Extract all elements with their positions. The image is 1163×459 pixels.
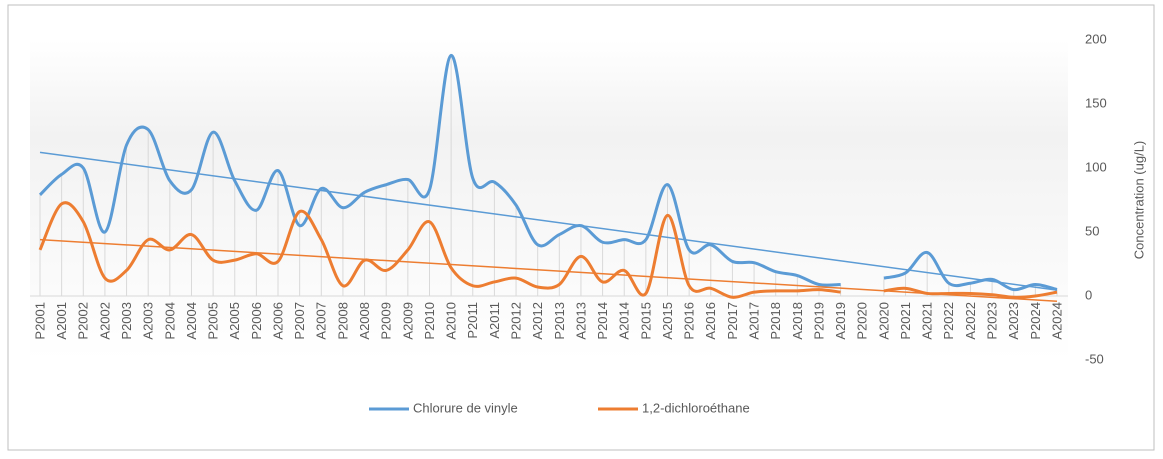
trend-line: [39, 238, 1058, 303]
x-tick-label: A2018: [790, 302, 805, 340]
trend-line: [39, 151, 1058, 291]
x-tick-label: P2023: [985, 302, 1000, 340]
x-tick-label: P2016: [682, 302, 697, 340]
x-tick-label: A2021: [920, 302, 935, 340]
x-tick-label: A2013: [573, 302, 588, 340]
y-tick-label: 0: [1085, 287, 1092, 302]
y-axis-label: Concentration (ug/L): [1131, 141, 1146, 260]
x-tick-label: P2012: [508, 302, 523, 340]
x-tick-label: P2024: [1028, 302, 1043, 340]
x-tick-label: P2020: [855, 302, 870, 340]
plot-area: [30, 40, 1068, 360]
x-tick-label: A2009: [400, 302, 415, 340]
x-tick-label: P2008: [335, 302, 350, 340]
x-tick-label: A2004: [184, 302, 199, 340]
x-tick-label: P2018: [768, 302, 783, 340]
x-tick-label: A2003: [141, 302, 156, 340]
series-line: [38, 53, 841, 287]
x-tick-label: A2007: [314, 302, 329, 340]
x-tick-label: P2007: [292, 302, 307, 340]
x-tick-label: A2014: [617, 302, 632, 340]
x-tick-label: P2003: [119, 302, 134, 340]
series-line: [883, 286, 1058, 299]
x-tick-label: A2016: [703, 302, 718, 340]
legend-label: Chlorure de vinyle: [413, 400, 518, 415]
x-tick-label: P2014: [595, 302, 610, 340]
x-tick-label: A2012: [530, 302, 545, 340]
x-tick-label: A2011: [487, 302, 502, 339]
x-tick-label: A2020: [876, 302, 891, 340]
x-tick-label: P2022: [941, 302, 956, 340]
x-tick-label: P2002: [76, 302, 91, 340]
y-tick-label: 100: [1085, 159, 1107, 174]
x-tick-label: P2006: [249, 302, 264, 340]
x-tick-label: A2006: [270, 302, 285, 340]
y-tick-label: -50: [1085, 351, 1104, 366]
x-tick-label: A2015: [660, 302, 675, 340]
y-tick-label: 200: [1085, 31, 1107, 46]
x-tick-label: A2001: [54, 302, 69, 340]
x-tick-label: P2011: [465, 302, 480, 339]
x-tick-label: A2017: [747, 302, 762, 340]
y-tick-label: 50: [1085, 223, 1099, 238]
legend-label: 1,2-dichloroéthane: [642, 400, 750, 415]
x-tick-label: P2005: [206, 302, 221, 340]
x-tick-label: P2004: [162, 302, 177, 340]
x-tick-label: P2013: [552, 302, 567, 340]
x-tick-label: P2017: [725, 302, 740, 340]
x-tick-label: P2010: [422, 302, 437, 340]
x-tick-label: A2005: [227, 302, 242, 340]
x-tick-label: A2010: [444, 302, 459, 340]
x-tick-label: P2001: [32, 302, 47, 340]
x-tick-label: A2002: [97, 302, 112, 340]
x-tick-label: P2021: [898, 302, 913, 340]
y-tick-label: 150: [1085, 95, 1107, 110]
x-tick-label: A2008: [357, 302, 372, 340]
x-tick-label: P2009: [379, 302, 394, 340]
x-tick-label: A2022: [963, 302, 978, 340]
x-tick-label: A2023: [1006, 302, 1021, 340]
x-tick-label: P2019: [811, 302, 826, 340]
x-tick-label: A2024: [1049, 302, 1064, 340]
x-tick-label: A2019: [833, 302, 848, 340]
x-tick-label: P2015: [638, 302, 653, 340]
